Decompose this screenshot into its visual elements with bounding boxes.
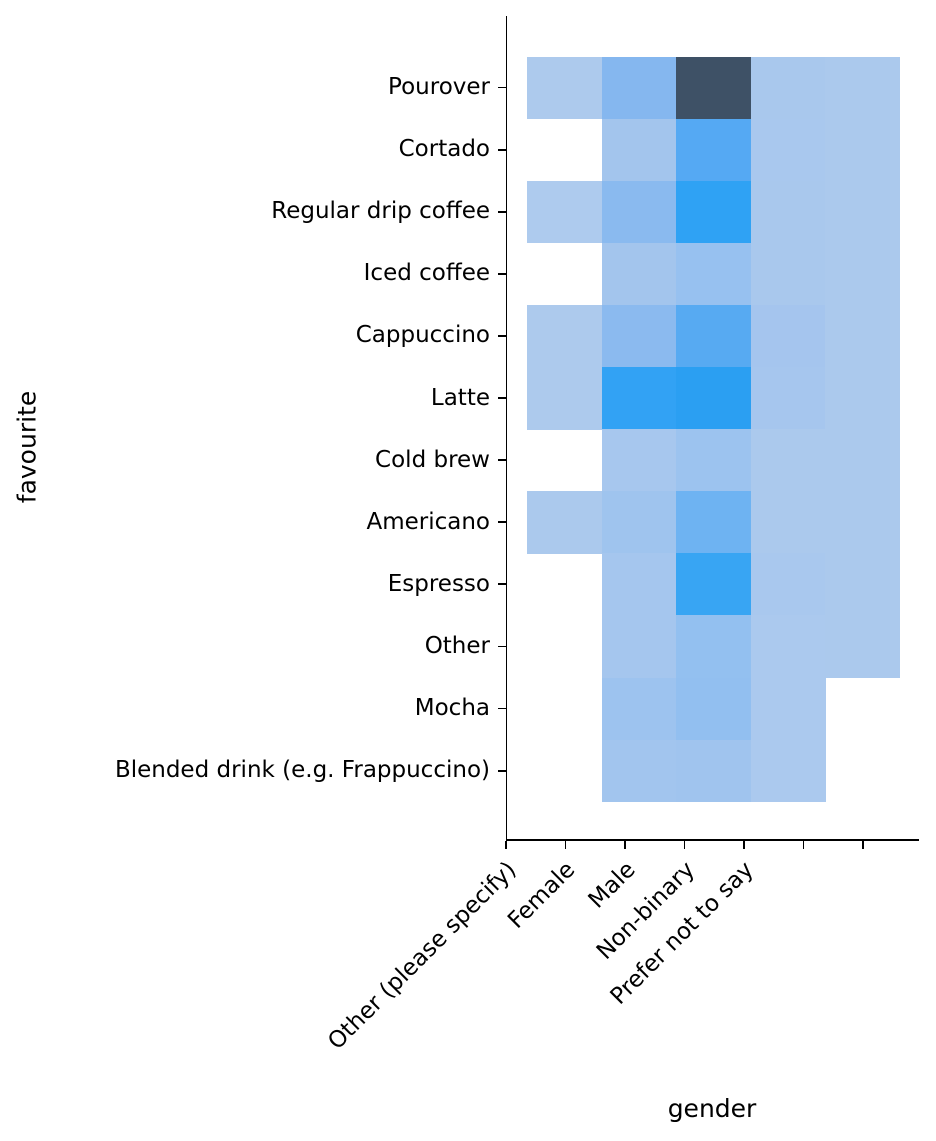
- heatmap-cell: [825, 491, 901, 554]
- heatmap-cell: [825, 304, 901, 368]
- heatmap-cell: [601, 739, 677, 803]
- y-tick: [497, 707, 506, 710]
- heatmap-cell: [601, 553, 677, 616]
- heatmap-cell: [750, 242, 826, 306]
- y-tick-label: Iced coffee: [363, 260, 490, 287]
- y-tick: [497, 521, 506, 524]
- heatmap-cell: [527, 491, 603, 554]
- y-tick: [497, 272, 506, 275]
- heatmap-cell: [825, 180, 901, 244]
- heatmap-cell: [676, 739, 752, 803]
- y-tick: [497, 210, 506, 213]
- x-tick: [505, 840, 507, 849]
- heatmap-cell: [750, 739, 826, 803]
- heatmap-cell: [601, 118, 677, 182]
- y-tick: [497, 645, 506, 648]
- heatmap-cell: [676, 615, 752, 678]
- heatmap-cell: [601, 180, 677, 244]
- heatmap-cell: [750, 118, 826, 182]
- heatmap-cell: [750, 367, 826, 430]
- y-tick-label: Latte: [430, 384, 490, 411]
- heatmap-cell: [676, 56, 752, 120]
- y-tick-label: Mocha: [414, 695, 490, 722]
- x-axis-spine: [505, 839, 919, 841]
- y-tick-label: Blended drink (e.g. Frappuccino): [114, 757, 490, 784]
- heatmap-cell: [601, 677, 677, 741]
- heatmap-cell: [601, 56, 677, 120]
- y-tick: [497, 397, 506, 399]
- y-tick: [497, 459, 506, 462]
- y-tick: [497, 769, 506, 772]
- y-tick-label: Other: [424, 632, 490, 659]
- heatmap-cell: [527, 56, 603, 120]
- heatmap-cell: [676, 553, 752, 616]
- y-tick: [497, 335, 506, 337]
- heatmap-cell: [825, 118, 901, 182]
- y-tick: [497, 148, 506, 151]
- heatmap-cell: [750, 677, 826, 741]
- x-tick: [802, 840, 805, 849]
- heatmap-cell: [676, 242, 752, 306]
- y-tick-label: Regular drip coffee: [271, 198, 490, 225]
- y-tick-label: Cortado: [398, 136, 490, 163]
- y-axis-label: favourite: [12, 390, 42, 504]
- x-tick: [683, 840, 686, 849]
- heatmap-cell: [676, 180, 752, 244]
- heatmap-cell: [825, 242, 901, 306]
- heatmap-cell: [601, 491, 677, 554]
- heatmap-cell: [676, 677, 752, 741]
- heatmap-cell: [750, 429, 826, 492]
- heatmap-cell: [750, 56, 826, 120]
- heatmap-cell: [750, 491, 826, 554]
- heatmap-cell: [527, 367, 603, 430]
- heatmap-cell: [601, 242, 677, 306]
- heatmap-cell: [676, 118, 752, 182]
- heatmap-cell: [825, 429, 901, 492]
- heatmap-cell: [601, 367, 677, 430]
- heatmap-cell: [825, 553, 901, 616]
- x-tick: [564, 840, 567, 849]
- x-tick: [862, 840, 864, 849]
- x-axis-label: gender: [667, 1094, 757, 1123]
- heatmap-cell: [750, 553, 826, 616]
- heatmap-cell: [601, 304, 677, 368]
- x-tick: [624, 840, 626, 849]
- heatmap-cell: [527, 180, 603, 244]
- y-axis-spine: [505, 16, 508, 841]
- y-tick: [497, 86, 506, 89]
- y-tick-label: Espresso: [387, 570, 490, 597]
- heatmap-cell: [825, 615, 901, 678]
- heatmap-cell: [676, 429, 752, 492]
- y-tick: [497, 583, 506, 586]
- heatmap-cell: [750, 615, 826, 678]
- heatmap-cell: [750, 180, 826, 244]
- heatmap-cell: [676, 304, 752, 368]
- heatmap-cell: [825, 56, 901, 120]
- x-tick: [743, 840, 745, 849]
- heatmap-cell: [527, 304, 603, 368]
- y-tick-label: Americano: [366, 508, 490, 535]
- y-tick-label: Cappuccino: [355, 322, 490, 349]
- heatmap-cell: [601, 429, 677, 492]
- heatmap-cell: [601, 615, 677, 678]
- heatmap-cell: [676, 367, 752, 430]
- heatmap-cell: [825, 367, 901, 430]
- heatmap-cell: [750, 304, 826, 368]
- x-tick-label: Other (please specify): [322, 856, 522, 1055]
- y-tick-label: Pourover: [388, 74, 490, 101]
- y-tick-label: Cold brew: [375, 446, 490, 473]
- heatmap-cell: [676, 491, 752, 554]
